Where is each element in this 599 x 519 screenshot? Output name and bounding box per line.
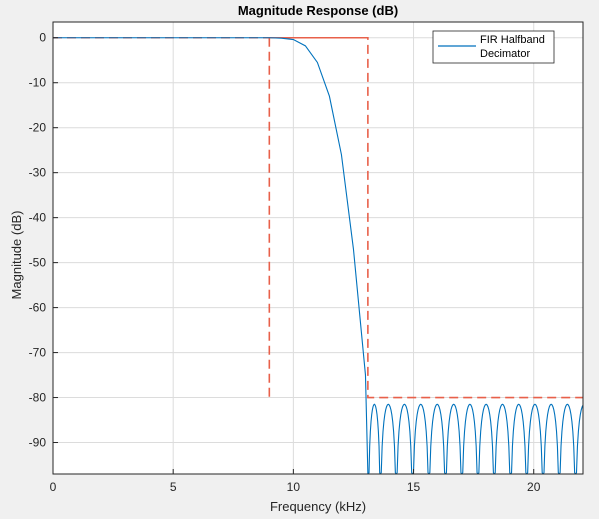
y-tick-label: -10 <box>29 76 47 90</box>
x-axis-label: Frequency (kHz) <box>270 499 366 514</box>
legend-label-line1: FIR Halfband <box>480 34 545 46</box>
fir-halfband-response-line <box>53 37 583 474</box>
y-tick-label: -50 <box>29 256 47 270</box>
y-tick-label: -20 <box>29 121 47 135</box>
axis-ticks: 0 5 10 15 20 0 -10 -20 -30 -40 -50 -60 -70 -80 -90 <box>29 31 541 494</box>
y-tick-label: -40 <box>29 211 47 225</box>
legend-label-line2: Decimator <box>480 48 530 60</box>
legend[interactable]: FIR Halfband Decimator <box>432 30 555 64</box>
x-tick-label: 15 <box>407 480 421 494</box>
x-tick-label: 20 <box>527 480 541 494</box>
y-tick-label: -80 <box>29 391 47 405</box>
axes-box <box>52 21 584 475</box>
x-tick-label: 10 <box>287 480 301 494</box>
x-tick-label: 5 <box>170 480 177 494</box>
y-tick-label: -70 <box>29 346 47 360</box>
legend-box <box>432 30 555 64</box>
y-tick-label: -30 <box>29 166 47 180</box>
x-tick-label: 0 <box>50 480 57 494</box>
chart-title: Magnitude Response (dB) <box>238 3 398 18</box>
y-tick-label: -90 <box>29 436 47 450</box>
y-axis-label: Magnitude (dB) <box>9 211 24 300</box>
y-tick-label: -60 <box>29 301 47 315</box>
plot-area <box>53 22 583 474</box>
y-tick-label: 0 <box>39 31 46 45</box>
